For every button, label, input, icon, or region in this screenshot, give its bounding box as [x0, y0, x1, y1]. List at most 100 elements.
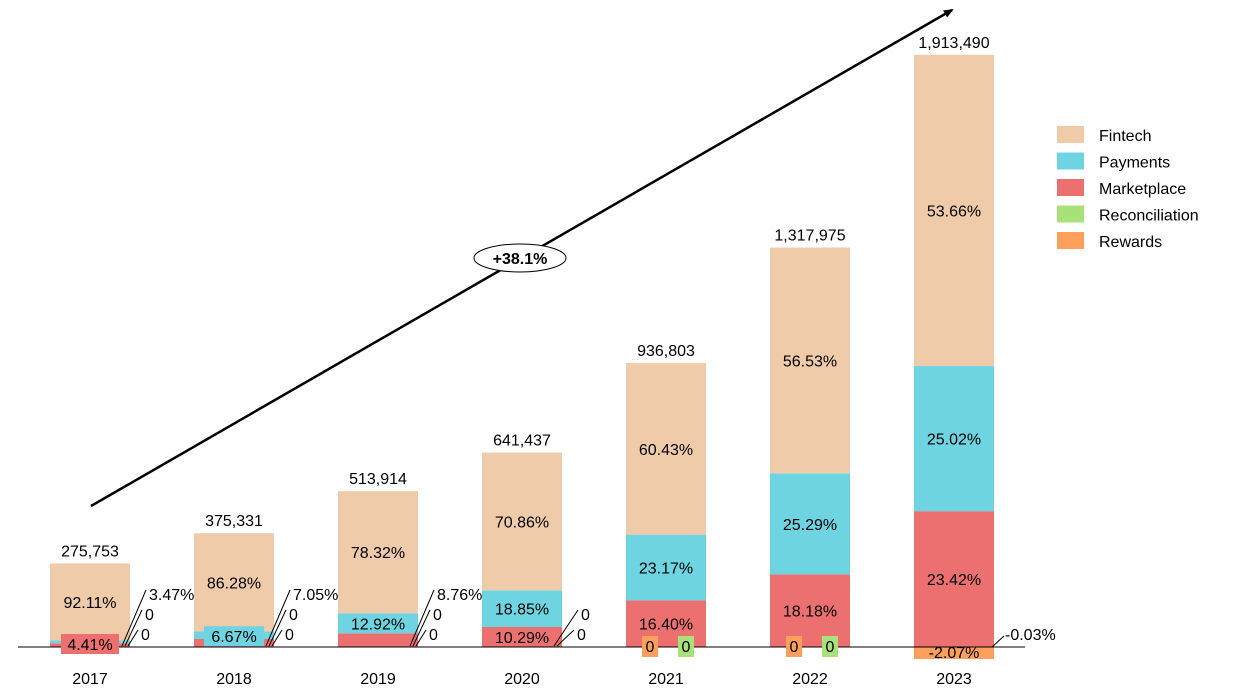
data-label-marketplace-2017: 4.41%: [67, 637, 112, 654]
legend: Fintech Payments Marketplace Reconciliation…: [1057, 126, 1199, 251]
x-tick-label-2018: 2018: [216, 671, 252, 688]
data-label-reconciliation-2017: 0: [145, 607, 154, 624]
data-label-rewards-2019: 0: [429, 627, 438, 644]
x-tick-label-2020: 2020: [504, 671, 540, 688]
data-label-rewards-2022: 0: [790, 639, 799, 656]
leader-line-2020-1: [556, 629, 575, 647]
data-label-fintech-2023: 53.66%: [927, 203, 981, 220]
total-label-2023: 1,913,490: [918, 35, 989, 52]
bar-segment-marketplace-2023: [914, 511, 994, 647]
bar-segment-marketplace-2020: [482, 626, 562, 647]
bar-segment-marketplace-2022: [770, 574, 850, 647]
legend-swatch-fintech: [1057, 126, 1084, 143]
x-tick-label-2019: 2019: [360, 671, 396, 688]
bar-segment-payments-2023: [914, 366, 994, 512]
leader-line-2018-0: [265, 589, 291, 647]
data-label-marketplace-2021: 16.40%: [639, 617, 693, 634]
data-label-payments-2021: 23.17%: [639, 561, 693, 578]
data-label-rewards-2021: 0: [646, 639, 655, 656]
leader-line-2019-0: [409, 589, 435, 647]
leader-line-2017-0: [121, 589, 147, 647]
data-label-fintech-2020: 70.86%: [495, 514, 549, 531]
bar-segment-payments-2022: [770, 473, 850, 575]
legend-swatch-rewards: [1057, 232, 1084, 249]
bar-segment-payments-2020: [482, 590, 562, 627]
leader-line-2018-1: [268, 609, 287, 647]
legend-label-reconciliation: Reconciliation: [1099, 208, 1199, 225]
leader-line-2019-2: [415, 629, 427, 647]
total-label-2018: 375,331: [205, 513, 263, 530]
total-label-2017: 275,753: [61, 543, 119, 560]
legend-label-rewards: Rewards: [1099, 234, 1162, 251]
bar-segment-fintech-2021: [626, 363, 706, 535]
data-label-fintech-2018: 86.28%: [207, 575, 261, 592]
leader-line-2017-1: [124, 609, 143, 647]
label-bg-reconciliation-2021: [678, 636, 694, 657]
x-tick-label-2023: 2023: [936, 671, 972, 688]
total-label-2019: 513,914: [349, 471, 407, 488]
data-label-fintech-2017: 92.11%: [63, 595, 116, 612]
leader-line-2023-reconciliation: [991, 635, 1005, 648]
data-label-marketplace-2019: 8.76%: [437, 587, 482, 604]
total-label-2021: 936,803: [637, 343, 695, 360]
bar-segment-fintech-2022: [770, 247, 850, 474]
legend-label-marketplace: Marketplace: [1099, 181, 1186, 198]
bar-segment-fintech-2018: [194, 533, 274, 632]
bar-segment-rewards-2023: [914, 647, 994, 660]
data-label-fintech-2022: 56.53%: [783, 353, 837, 370]
legend-swatch-marketplace: [1057, 179, 1084, 196]
data-label-payments-2023: 25.02%: [927, 432, 981, 449]
cagr-badge: [473, 243, 567, 273]
bar-segment-marketplace-2019: [338, 633, 418, 647]
data-label-fintech-2019: 78.32%: [351, 545, 405, 562]
leader-line-2017-2: [127, 629, 139, 647]
leader-line-2018-2: [271, 629, 283, 647]
data-label-rewards-2017: 0: [141, 627, 150, 644]
labels-layer: 275,753 2017 92.11% 4.41% 3.47% 0 0 375,331 2018…: [61, 35, 1056, 688]
data-label-fintech-2021: 60.43%: [639, 442, 693, 459]
data-label-rewards-2018: 0: [285, 627, 294, 644]
legend-label-fintech: Fintech: [1099, 128, 1151, 145]
data-label-reconciliation-2021: 0: [682, 639, 691, 656]
leader-line-2020-0: [553, 609, 579, 647]
data-label-marketplace-2023: 23.42%: [927, 572, 981, 589]
legend-label-payments: Payments: [1099, 155, 1170, 172]
data-label-payments-2020: 18.85%: [495, 602, 549, 619]
data-label-marketplace-2020: 10.29%: [495, 630, 549, 647]
cagr-label: +38.1%: [493, 251, 548, 268]
label-bg-payments-2018: [204, 626, 264, 647]
total-label-2020: 641,437: [493, 433, 551, 450]
label-bg-reconciliation-2022: [822, 636, 838, 657]
data-label-rewards-2023: -2.07%: [929, 645, 980, 662]
label-bg-rewards-2021: [642, 636, 658, 657]
bar-segment-payments-2019: [338, 613, 418, 634]
data-label-reconciliation-2018: 0: [289, 607, 298, 624]
x-tick-label-2022: 2022: [792, 671, 828, 688]
data-label-reconciliation-2019: 0: [433, 607, 442, 624]
data-label-payments-2017: 3.47%: [149, 587, 194, 604]
bar-segment-payments-2021: [626, 534, 706, 601]
cagr-trend: +38.1%: [90, 8, 954, 508]
bar-segment-fintech-2023: [914, 54, 994, 367]
total-label-2022: 1,317,975: [774, 228, 845, 245]
data-label-marketplace-2018: 7.05%: [293, 587, 338, 604]
data-label-marketplace-2022: 18.18%: [783, 604, 837, 621]
x-tick-label-2021: 2021: [648, 671, 684, 688]
data-label-payments-2018: 6.67%: [211, 629, 256, 646]
leader-line-2019-1: [412, 609, 431, 647]
legend-swatch-payments: [1057, 152, 1084, 170]
label-bg-marketplace-2017: [61, 634, 119, 654]
data-label-reconciliation-2020: 0: [581, 607, 590, 624]
bar-segment-fintech-2019: [338, 491, 418, 614]
data-label-reconciliation-2023: -0.03%: [1005, 627, 1056, 644]
x-tick-label-2017: 2017: [72, 671, 108, 688]
bars-layer: [50, 54, 994, 660]
data-label-payments-2022: 25.29%: [783, 517, 837, 534]
legend-swatch-reconciliation: [1057, 205, 1084, 223]
data-label-payments-2019: 12.92%: [351, 616, 405, 633]
data-label-rewards-2020: 0: [577, 627, 586, 644]
data-label-reconciliation-2022: 0: [826, 639, 835, 656]
bar-segment-fintech-2020: [482, 452, 562, 591]
label-bg-rewards-2022: [786, 636, 802, 657]
